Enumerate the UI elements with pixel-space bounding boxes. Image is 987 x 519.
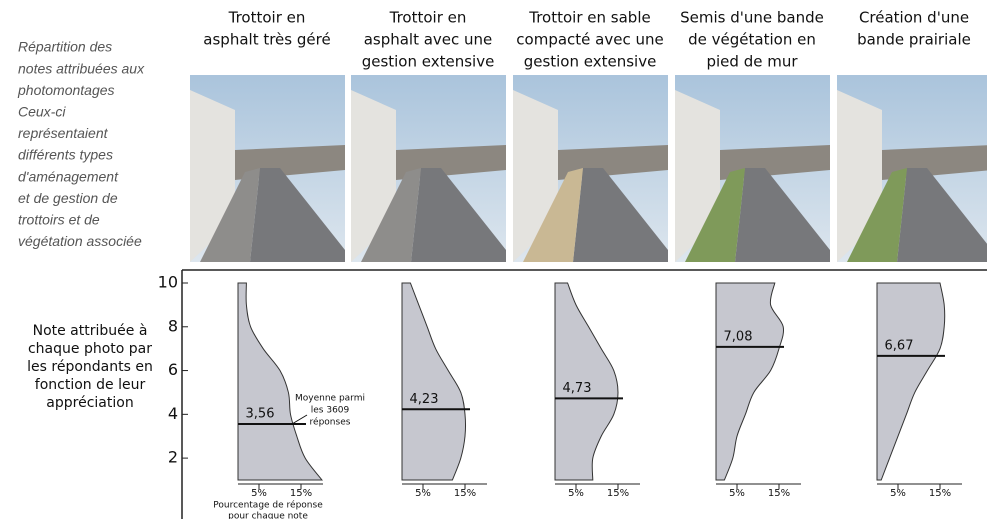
caption-line: différents types [18,147,113,163]
x-tick-label: 5% [568,488,584,499]
axis-label-line: chaque photo par [28,341,152,357]
panel-title: gestion extensive [524,53,657,71]
panel-title: Trottoir en sable [528,9,650,27]
axis-label-line: appréciation [46,395,133,411]
mean-label: 7,08 [724,329,753,344]
panel-title: Trottoir en [389,9,467,27]
y-tick-label: 4 [168,404,178,423]
x-tick-label: 5% [415,488,431,499]
axis-label-line: les répondants en [27,359,153,375]
photo [837,75,987,262]
photo [190,75,345,262]
x-tick-label: 5% [729,488,745,499]
x-tick-label: 15% [929,488,951,499]
x-tick-label: 15% [454,488,476,499]
y-tick-label: 2 [168,448,178,467]
axis-label-line: fonction de leur [35,377,146,393]
photo [675,75,830,262]
mean-label: 3,56 [246,406,275,421]
caption-line: photomontages [17,82,115,98]
caption-line: Répartition des [18,39,112,55]
x-tick-label: 15% [607,488,629,499]
panel-title: asphalt très géré [203,31,330,49]
caption-line: représentaient [18,125,109,141]
y-tick-label: 10 [158,273,178,292]
y-tick-label: 8 [168,316,178,335]
annotation-pointer [292,415,307,424]
mean-label: 4,73 [563,381,592,396]
x-tick-label: 5% [251,488,267,499]
x-tick-label: 5% [890,488,906,499]
photo [351,75,506,262]
panel-title: Création d'une [859,9,969,27]
y-tick-label: 6 [168,360,178,379]
panel-title: compacté avec une [516,31,663,49]
mean-label: 4,23 [410,392,439,407]
annotation: les 3609 [311,406,350,416]
panel-title: bande prairiale [857,31,971,49]
panel-title: gestion extensive [362,53,495,71]
panel-title: asphalt avec une [364,31,493,49]
distribution [877,283,945,480]
caption-line: notes attribuées aux [18,60,145,76]
x-tick-label: 15% [290,488,312,499]
caption-line: Ceux-ci [18,104,66,120]
x-axis-label: Pourcentage de réponse [213,500,323,511]
axis-label-line: Note attribuée à [33,323,148,339]
photo [513,75,668,262]
annotation: réponses [310,417,351,428]
annotation: Moyenne parmi [295,394,365,404]
caption-line: trottoirs et de [18,212,100,228]
panel-title: Trottoir en [228,9,306,27]
caption-line: végétation associée [18,233,142,249]
caption-line: et de gestion de [18,190,118,206]
distribution [238,283,322,480]
panel-title: de végétation en [688,31,816,49]
mean-label: 6,67 [885,338,914,353]
caption-line: d'aménagement [18,168,119,184]
panel-title: Semis d'une bande [680,9,824,27]
panel-title: pied de mur [706,53,798,71]
distribution [402,283,466,480]
x-tick-label: 15% [768,488,790,499]
figure: Répartition des notes attribuées aux photo… [0,0,987,519]
distribution [716,283,784,480]
x-axis-label: pour chaque note [228,512,308,519]
